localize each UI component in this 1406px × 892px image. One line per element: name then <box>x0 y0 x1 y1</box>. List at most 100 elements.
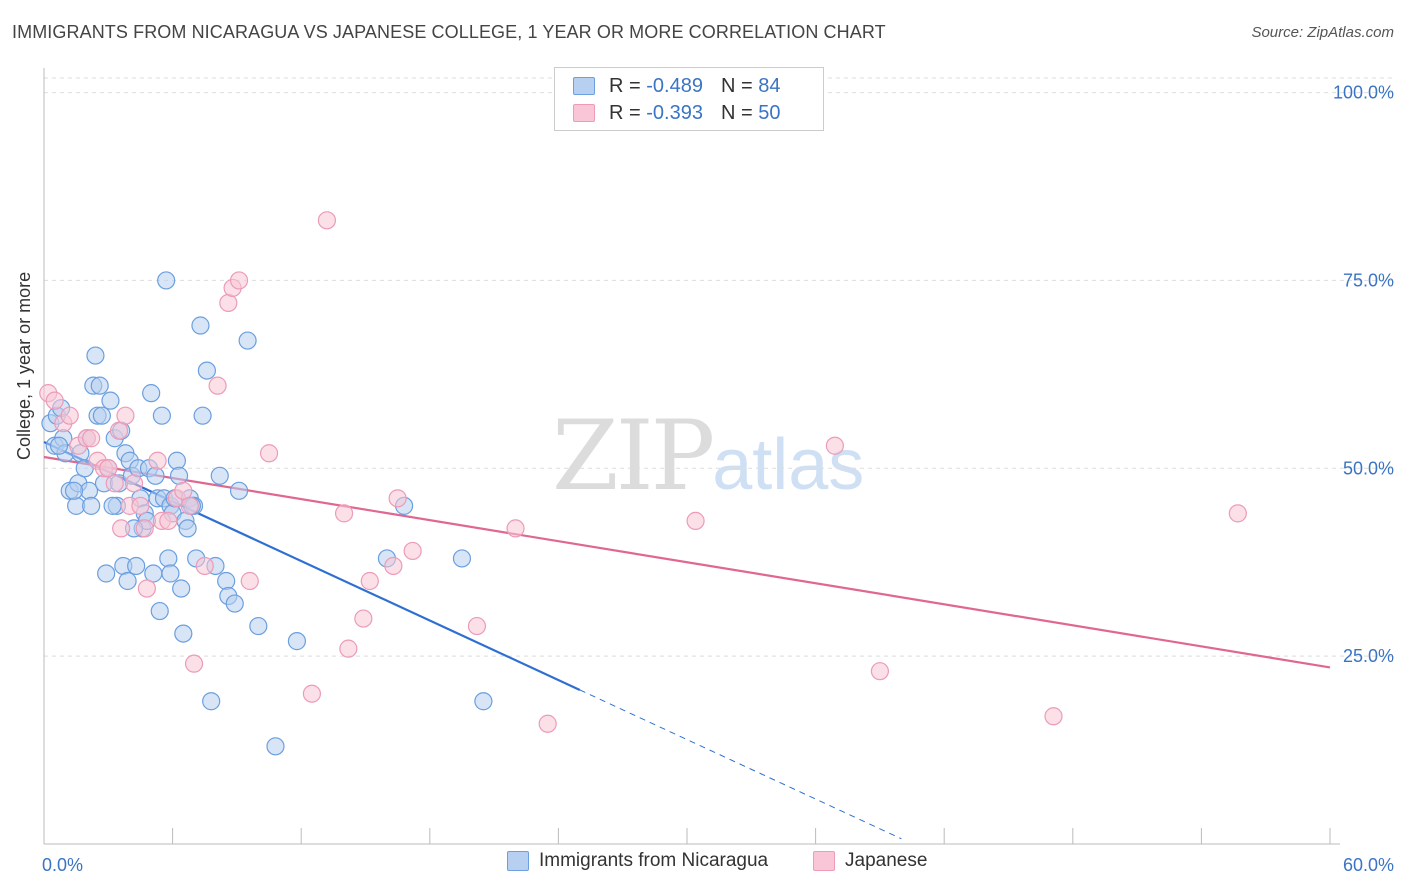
point-japanese <box>45 391 64 410</box>
legend-swatch-japanese <box>573 104 595 122</box>
point-nicaragua <box>150 601 169 621</box>
point-japanese <box>174 481 193 500</box>
point-nicaragua <box>191 316 210 335</box>
point-nicaragua <box>159 549 178 568</box>
point-japanese <box>116 406 135 425</box>
point-japanese <box>506 519 525 538</box>
point-nicaragua <box>152 406 171 425</box>
bottom-legend-japanese: Japanese <box>813 850 927 872</box>
point-japanese <box>229 271 249 290</box>
point-japanese <box>60 406 79 425</box>
y-tick-label: 100.0% <box>1333 83 1394 103</box>
point-nicaragua <box>167 451 186 470</box>
point-nicaragua <box>217 571 236 591</box>
point-japanese <box>195 556 214 576</box>
point-japanese <box>148 451 167 470</box>
y-tick-label: 75.0% <box>1343 270 1394 290</box>
point-japanese <box>131 496 150 515</box>
point-japanese <box>1228 504 1247 523</box>
point-japanese <box>686 511 705 530</box>
point-japanese <box>354 609 373 628</box>
bottom-legend-label-japanese: Japanese <box>845 850 928 871</box>
axes: 0.0% 60.0% <box>42 68 1394 875</box>
bottom-legend-label-nicaragua: Immigrants from Nicaragua <box>539 850 769 871</box>
point-japanese <box>339 639 358 658</box>
legend-r-label: R = <box>609 101 641 124</box>
legend-n-label: N = <box>720 74 753 97</box>
point-nicaragua <box>146 466 165 485</box>
watermark-zip: ZIP <box>552 400 715 512</box>
point-japanese <box>208 376 227 395</box>
stats-legend: R = -0.489 N = 84 R = -0.393 N = 50 <box>554 67 824 131</box>
point-nicaragua <box>142 384 161 403</box>
legend-r-value: -0.393 <box>646 101 703 124</box>
point-japanese <box>825 436 844 455</box>
point-japanese <box>240 571 259 591</box>
point-nicaragua <box>82 496 101 515</box>
trend-lines <box>43 440 1331 840</box>
legend-n-value: 50 <box>758 101 781 124</box>
point-nicaragua <box>202 692 221 711</box>
point-japanese <box>99 459 118 478</box>
point-nicaragua <box>169 466 189 485</box>
point-japanese <box>360 571 379 591</box>
point-nicaragua <box>64 481 84 500</box>
legend-r-value: -0.489 <box>646 74 703 97</box>
point-nicaragua <box>97 564 116 583</box>
bottom-legend-swatch-nicaragua <box>507 851 529 871</box>
point-japanese <box>124 474 144 493</box>
point-japanese <box>109 421 129 440</box>
trend-line-japanese <box>43 455 1331 669</box>
point-japanese <box>302 684 322 703</box>
point-japanese <box>317 211 337 230</box>
point-japanese <box>259 444 279 463</box>
point-nicaragua <box>157 271 176 290</box>
point-japanese <box>538 714 557 733</box>
point-japanese <box>105 474 124 493</box>
point-nicaragua <box>49 436 69 455</box>
x-tick-label: 0.0% <box>42 855 83 875</box>
point-japanese <box>184 654 204 673</box>
legend-n-value: 84 <box>758 74 781 97</box>
legend-r-label: R = <box>609 74 641 97</box>
chart-source: Source: ZipAtlas.com <box>1251 24 1394 41</box>
x-tick-label: 60.0% <box>1343 855 1394 875</box>
point-japanese <box>135 519 154 538</box>
point-japanese <box>870 662 890 681</box>
point-nicaragua <box>266 737 285 756</box>
point-nicaragua <box>210 466 229 485</box>
point-nicaragua <box>238 331 257 350</box>
point-japanese <box>384 556 403 576</box>
point-japanese <box>180 496 199 515</box>
legend-swatch-nicaragua <box>573 77 595 95</box>
point-nicaragua <box>178 519 197 538</box>
point-nicaragua <box>101 391 120 410</box>
point-nicaragua <box>193 406 212 425</box>
point-japanese <box>137 579 156 598</box>
point-japanese <box>82 429 101 448</box>
point-japanese <box>334 504 354 523</box>
bottom-legend-nicaragua: Immigrants from Nicaragua <box>507 850 768 872</box>
point-japanese <box>403 541 422 561</box>
legend-row-japanese: R = -0.393 N = 50 <box>573 101 780 125</box>
point-nicaragua <box>103 496 122 515</box>
point-nicaragua <box>118 571 137 591</box>
y-axis-label: College, 1 year or more <box>14 271 34 460</box>
point-nicaragua <box>86 346 105 365</box>
point-nicaragua <box>161 564 180 583</box>
chart-title: IMMIGRANTS FROM NICARAGUA VS JAPANESE CO… <box>12 22 886 42</box>
point-nicaragua <box>92 406 111 425</box>
legend-n-label: N = <box>720 101 753 124</box>
point-nicaragua <box>249 616 268 636</box>
point-nicaragua <box>474 692 493 711</box>
y-tick-label: 25.0% <box>1343 646 1394 666</box>
legend-row-nicaragua: R = -0.489 N = 84 <box>573 74 780 98</box>
point-japanese <box>1044 707 1063 726</box>
point-japanese <box>159 511 178 530</box>
point-nicaragua <box>127 556 146 576</box>
point-japanese <box>388 489 407 508</box>
y-tick-labels: 100.0% 75.0% 50.0% 25.0% <box>1333 83 1394 667</box>
point-nicaragua <box>197 361 216 380</box>
point-japanese <box>219 293 238 313</box>
